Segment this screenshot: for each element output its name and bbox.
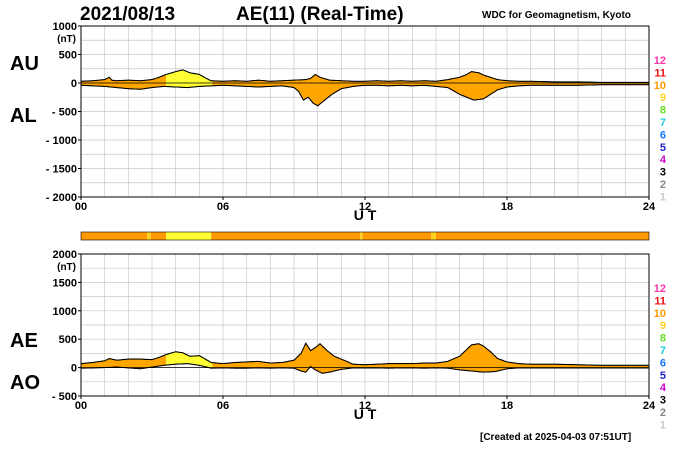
legend-entry-9: 9 <box>660 320 666 332</box>
envelope-fill <box>212 343 649 374</box>
envelope-fill <box>81 74 167 90</box>
legend-entry-12: 12 <box>654 55 666 67</box>
station-count-segment <box>150 232 167 240</box>
legend-entry-10: 10 <box>654 308 666 320</box>
created-label: [Created at 2025-04-03 07:51UT] <box>480 432 632 443</box>
x-tick-label: 00 <box>75 201 87 213</box>
y-tick-label: 500 <box>59 50 77 62</box>
y-tick-label: 1000 <box>53 21 77 33</box>
legend-entry-7: 7 <box>660 117 666 129</box>
series-line-au <box>80 69 649 83</box>
station-count-segment <box>211 232 361 240</box>
x-tick-label: 18 <box>501 400 513 412</box>
legend-entry-6: 6 <box>660 357 666 369</box>
x-tick-label: 06 <box>217 201 229 213</box>
station-count-segment <box>360 232 363 240</box>
legend-entry-6: 6 <box>660 129 666 141</box>
series-line-ae <box>80 342 649 366</box>
station-count-bar <box>80 231 650 241</box>
legend-entry-3: 3 <box>660 395 666 407</box>
plot-title: AE(11) (Real-Time) <box>236 4 404 25</box>
legend-entry-5: 5 <box>660 370 666 382</box>
x-axis-label: U T <box>354 406 377 422</box>
x-tick-label: 12 <box>359 400 371 412</box>
y-tick-label: 0 <box>71 363 77 375</box>
x-tick-label: 24 <box>643 400 656 412</box>
station-count-segment <box>436 232 649 240</box>
legend-entry-1: 1 <box>660 419 666 431</box>
legend-entry-12: 12 <box>654 283 666 295</box>
station-count-segment <box>147 232 151 240</box>
y-tick-label: - 1500 <box>46 164 77 176</box>
legend-entry-4: 4 <box>660 154 667 166</box>
x-tick-label: 06 <box>217 400 229 412</box>
legend-entry-2: 2 <box>660 179 666 191</box>
legend-entry-4: 4 <box>660 382 667 394</box>
x-tick-label: 18 <box>501 201 513 213</box>
legend-entry-3: 3 <box>660 167 666 179</box>
legend-entry-10: 10 <box>654 80 666 92</box>
y-tick-label: - 500 <box>52 391 77 403</box>
legend-entry-7: 7 <box>660 345 666 357</box>
series-label-ao: AO <box>10 372 40 394</box>
y-tick-label: 500 <box>59 334 77 346</box>
legend-entry-5: 5 <box>660 142 666 154</box>
legend-entry-8: 8 <box>660 333 666 345</box>
envelope-fill-yellow <box>166 351 213 369</box>
x-tick-label: 24 <box>643 201 656 213</box>
legend-entry-11: 11 <box>654 67 666 79</box>
station-count-bar-frame <box>80 231 650 241</box>
legend-entry-9: 9 <box>660 92 666 104</box>
series-label-ae: AE <box>10 330 38 352</box>
y-tick-label: 1000 <box>53 306 77 318</box>
panel-au-al: 1000 500 0 - 500 - 1000 - 1500 - 2000 (nT) 00 06 1… <box>10 21 667 223</box>
x-tick-label: 00 <box>75 400 87 412</box>
y-unit-label: (nT) <box>57 34 76 45</box>
y-tick-label: - 500 <box>52 107 77 119</box>
y-tick-label: - 1000 <box>46 135 77 147</box>
legend-entry-8: 8 <box>660 105 666 117</box>
series-label-au: AU <box>10 53 39 75</box>
y-tick-label: 0 <box>71 78 77 90</box>
envelope-fill <box>81 354 167 369</box>
legend-entry-2: 2 <box>660 407 666 419</box>
y-tick-label: - 2000 <box>46 192 77 204</box>
y-tick-label: 2000 <box>53 249 77 261</box>
y-unit-label: (nT) <box>57 262 76 273</box>
station-count-segment <box>431 232 436 240</box>
y-tick-label: 1500 <box>53 277 77 289</box>
station-count-segment <box>166 232 212 240</box>
station-count-segment <box>362 232 432 240</box>
legend-entry-11: 11 <box>654 295 666 307</box>
date-label: 2021/08/13 <box>80 4 176 25</box>
series-line-al <box>81 84 649 107</box>
envelope-fill <box>212 71 649 106</box>
series-label-al: AL <box>10 105 37 127</box>
x-tick-label: 12 <box>359 201 371 213</box>
station-count-segment <box>81 232 148 240</box>
source-label: WDC for Geomagnetism, Kyoto <box>482 10 631 21</box>
legend-entry-1: 1 <box>660 191 666 203</box>
x-axis-label: U T <box>354 207 377 223</box>
